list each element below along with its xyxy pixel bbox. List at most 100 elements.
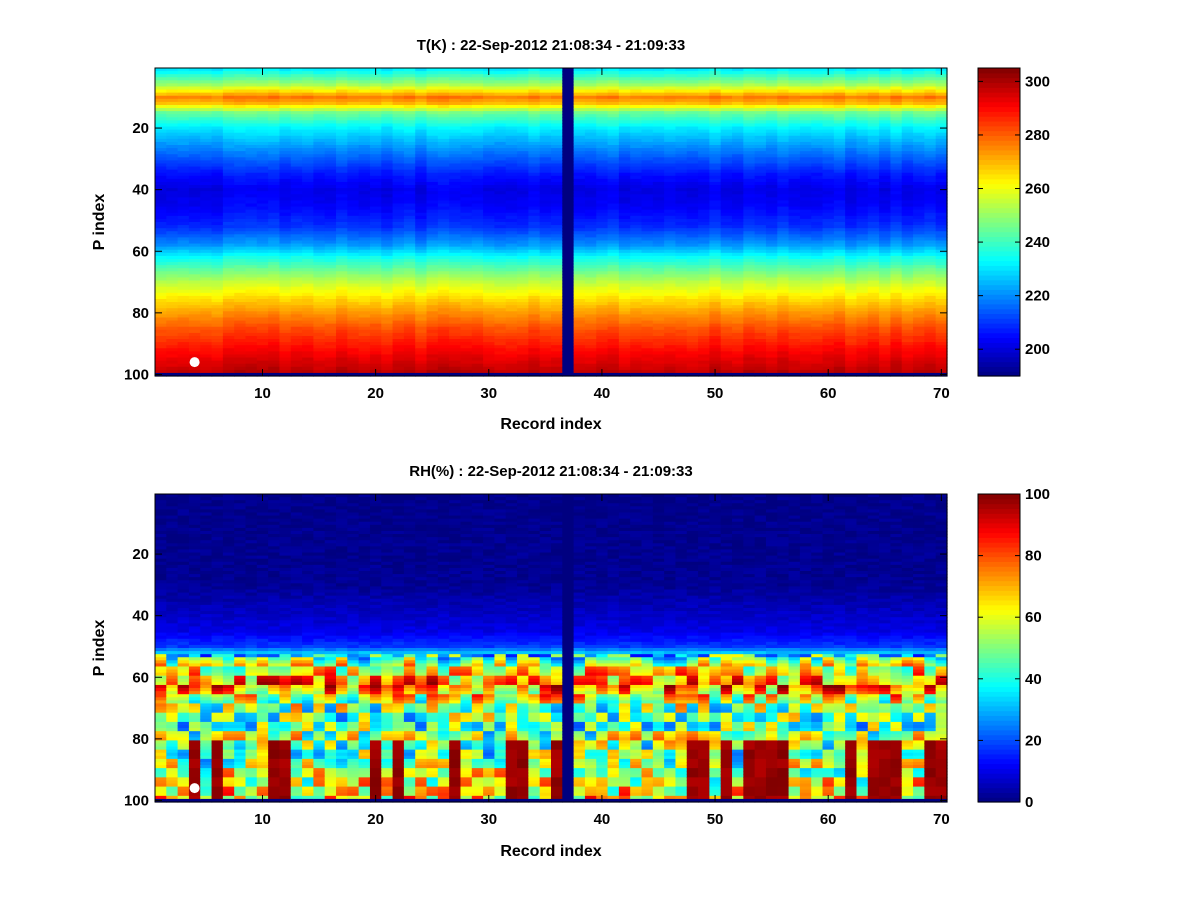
heatmap-cell	[381, 145, 394, 149]
heatmap-cell	[234, 108, 247, 112]
heatmap-cell	[290, 320, 303, 325]
heatmap-cell	[313, 240, 326, 245]
heatmap-cell	[211, 68, 224, 72]
heatmap-cell	[392, 126, 405, 131]
heatmap-cell	[155, 357, 167, 362]
heatmap-cell	[324, 274, 337, 279]
heatmap-cell	[188, 212, 201, 217]
heatmap-cell	[290, 191, 303, 195]
heatmap-cell	[234, 89, 247, 94]
heatmap-cell	[336, 68, 348, 72]
heatmap-cell	[324, 80, 337, 84]
heatmap-cell	[166, 215, 179, 220]
heatmap-cell	[166, 95, 179, 100]
heatmap-cell	[188, 92, 201, 97]
heatmap-cell	[336, 117, 348, 121]
heatmap-cell	[302, 372, 314, 377]
heatmap-cell	[336, 185, 348, 189]
heatmap-cell	[358, 225, 371, 229]
heatmap-cell	[245, 258, 258, 263]
heatmap-cell	[358, 246, 371, 251]
heatmap-cell	[268, 228, 281, 232]
heatmap-cell	[268, 157, 281, 161]
heatmap-cell	[302, 185, 314, 189]
heatmap-cell	[177, 332, 190, 337]
heatmap-cell	[188, 262, 201, 266]
heatmap-cell	[155, 222, 167, 226]
heatmap-cell	[256, 188, 269, 192]
heatmap-cell	[245, 305, 258, 309]
heatmap-cell	[245, 172, 258, 177]
heatmap-cell	[155, 243, 167, 248]
heatmap-cell	[279, 157, 292, 161]
heatmap-cell	[268, 98, 281, 103]
heatmap-cell	[166, 363, 179, 368]
heatmap-cell	[188, 104, 201, 109]
heatmap-cell	[188, 200, 201, 205]
heatmap-cell	[347, 243, 360, 248]
heatmap-cell	[324, 120, 337, 125]
heatmap-cell	[369, 169, 382, 174]
heatmap-cell	[347, 215, 360, 220]
heatmap-cell	[256, 308, 269, 312]
heatmap-cell	[234, 160, 247, 165]
heatmap-cell	[188, 332, 201, 337]
heatmap-cell	[336, 299, 348, 303]
heatmap-cell	[200, 98, 213, 103]
heatmap-cell	[347, 323, 360, 328]
heatmap-cell	[358, 209, 371, 214]
heatmap-cell	[155, 145, 167, 149]
heatmap-cell	[302, 345, 314, 349]
heatmap-cell	[302, 89, 314, 94]
heatmap-cell	[245, 98, 258, 103]
heatmap-cell	[313, 117, 326, 121]
heatmap-cell	[392, 289, 405, 294]
heatmap-cell	[302, 339, 314, 343]
heatmap-cell	[347, 222, 360, 226]
heatmap-cell	[155, 175, 167, 180]
heatmap-cell	[324, 339, 337, 343]
heatmap-cell	[313, 295, 326, 300]
heatmap-cell	[188, 135, 201, 140]
heatmap-cell	[166, 200, 179, 205]
heatmap-cell	[166, 326, 179, 331]
heatmap-cell	[336, 135, 348, 140]
heatmap-cell	[369, 92, 382, 97]
heatmap-cell	[403, 166, 416, 171]
heatmap-cell	[234, 111, 247, 115]
heatmap-cell	[234, 323, 247, 328]
heatmap-cell	[200, 169, 213, 174]
heatmap-cell	[188, 157, 201, 161]
heatmap-cell	[369, 234, 382, 238]
heatmap-cell	[234, 126, 247, 131]
heatmap-cell	[177, 108, 190, 112]
heatmap-cell	[234, 114, 247, 118]
heatmap-cell	[290, 101, 303, 106]
heatmap-cell	[347, 83, 360, 88]
heatmap-cell	[211, 83, 224, 88]
heatmap-cell	[188, 172, 201, 177]
heatmap-cell	[381, 311, 394, 315]
heatmap-cell	[177, 246, 190, 251]
heatmap-cell	[177, 326, 190, 331]
heatmap-cell	[279, 175, 292, 180]
heatmap-cell	[177, 191, 190, 195]
heatmap-cell	[313, 212, 326, 217]
heatmap-cell	[155, 117, 167, 121]
heatmap-cell	[177, 83, 190, 88]
heatmap-cell	[392, 274, 405, 279]
heatmap-cell	[166, 114, 179, 118]
heatmap-cell	[245, 175, 258, 180]
heatmap-cell	[234, 252, 247, 257]
heatmap-cell	[369, 89, 382, 94]
heatmap-cell	[336, 166, 348, 171]
heatmap-cell	[188, 120, 201, 125]
heatmap-cell	[290, 166, 303, 171]
heatmap-cell	[381, 299, 394, 303]
heatmap-cell	[358, 314, 371, 319]
heatmap-cell	[256, 157, 269, 161]
heatmap-cell	[222, 311, 235, 315]
heatmap-cell	[234, 369, 247, 374]
heatmap-cell	[268, 243, 281, 248]
heatmap-cell	[324, 231, 337, 235]
